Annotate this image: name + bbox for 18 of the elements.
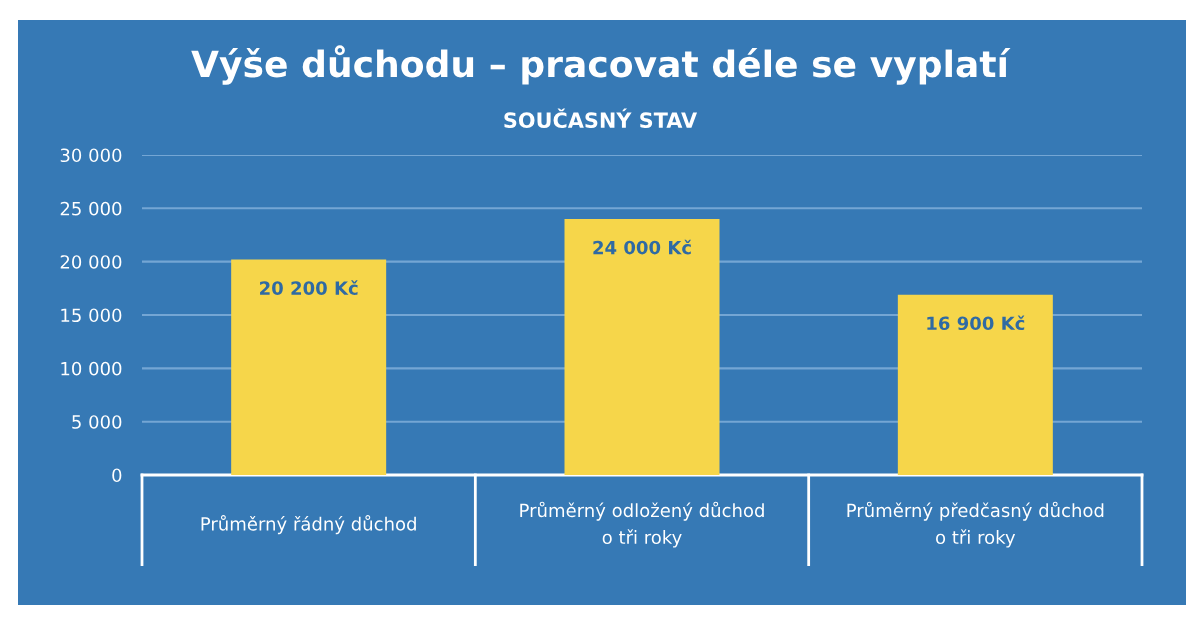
chart-title: Výše důchodu – pracovat déle se vyplatí xyxy=(191,45,1011,85)
y-tick-label: 0 xyxy=(112,468,122,483)
data-label: 16 900 Kč xyxy=(927,315,1025,331)
bar xyxy=(231,259,387,475)
y-tick-label: 20 000 xyxy=(60,255,122,269)
x-tick-label: Průměrný odložený důchod o tři roky xyxy=(520,501,764,548)
y-tick-label: 30 000 xyxy=(60,148,122,163)
y-tick-label: 15 000 xyxy=(61,308,122,323)
y-tick-label: 25 000 xyxy=(60,201,122,216)
y-tick-label: 10 000 xyxy=(61,361,122,376)
chart-subtitle: SOUČASNÝ STAV xyxy=(504,108,698,129)
x-tick-label: Průměrný řádný důchod xyxy=(201,515,416,535)
y-tick-label: 5 000 xyxy=(72,415,122,429)
bar xyxy=(564,219,720,475)
bar xyxy=(897,294,1053,475)
data-label: 24 000 Kč xyxy=(593,239,692,255)
data-label: 20 200 Kč xyxy=(260,280,358,295)
x-tick-label: Průměrný předčasný důchod o tři roky xyxy=(847,501,1104,548)
